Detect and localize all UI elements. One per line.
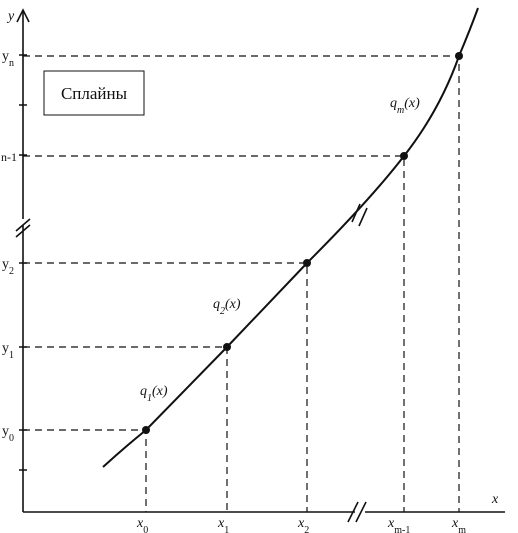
y-label: n-1 (1, 150, 17, 164)
guide-lines (23, 55, 460, 512)
label-part: 2 (9, 266, 14, 277)
label-part: n-1 (1, 150, 17, 164)
label-part: n (9, 58, 14, 69)
title-box (43, 70, 145, 116)
curve-label: qm(x) (390, 96, 420, 116)
label-part: 0 (143, 525, 148, 533)
y-axis-break (15, 218, 31, 238)
label-part: x (297, 516, 305, 531)
label-part: x (217, 516, 225, 531)
y-arrow (16, 8, 30, 23)
label-part: m (397, 105, 404, 116)
title-text: Сплайны (61, 84, 128, 103)
curve-label: q1(x) (140, 384, 168, 404)
label-part: 0 (9, 433, 14, 444)
label-part: x (451, 516, 459, 531)
label-part: y (2, 341, 9, 356)
x-label: xm (451, 516, 466, 533)
x-label: xm-1 (387, 516, 410, 533)
y-label: yn (2, 49, 14, 69)
knots (142, 52, 463, 434)
x-label: x2 (297, 516, 309, 533)
y-label: y2 (2, 257, 14, 277)
label-part: 2 (304, 525, 309, 533)
label-part: y (2, 49, 9, 64)
label-part: q (140, 384, 147, 399)
label-part: x (387, 516, 395, 531)
y-label: y0 (2, 424, 14, 444)
y-label: y1 (2, 341, 14, 361)
label-part: 1 (9, 350, 14, 361)
x-label: x0 (136, 516, 148, 533)
label-part: 2 (220, 306, 225, 317)
y-axis-label: y (6, 9, 15, 24)
label-part: 1 (224, 525, 229, 533)
label-part: m (458, 525, 466, 533)
spline-curve (102, 7, 479, 468)
label-part: y (2, 424, 9, 439)
x-label: x1 (217, 516, 229, 533)
curve-label: q2(x) (213, 297, 241, 317)
label-part: q (213, 297, 220, 312)
label-part: x (136, 516, 144, 531)
curve-break (351, 203, 368, 227)
x-axis-break (347, 501, 367, 523)
label-part: m-1 (394, 525, 410, 533)
label-part: y (2, 257, 9, 272)
label-part: 1 (147, 393, 152, 404)
label-part: (x) (404, 96, 420, 111)
label-part: (x) (152, 384, 168, 399)
label-part: (x) (225, 297, 241, 312)
x-axis-label: x (491, 492, 499, 507)
label-part: q (390, 96, 397, 111)
